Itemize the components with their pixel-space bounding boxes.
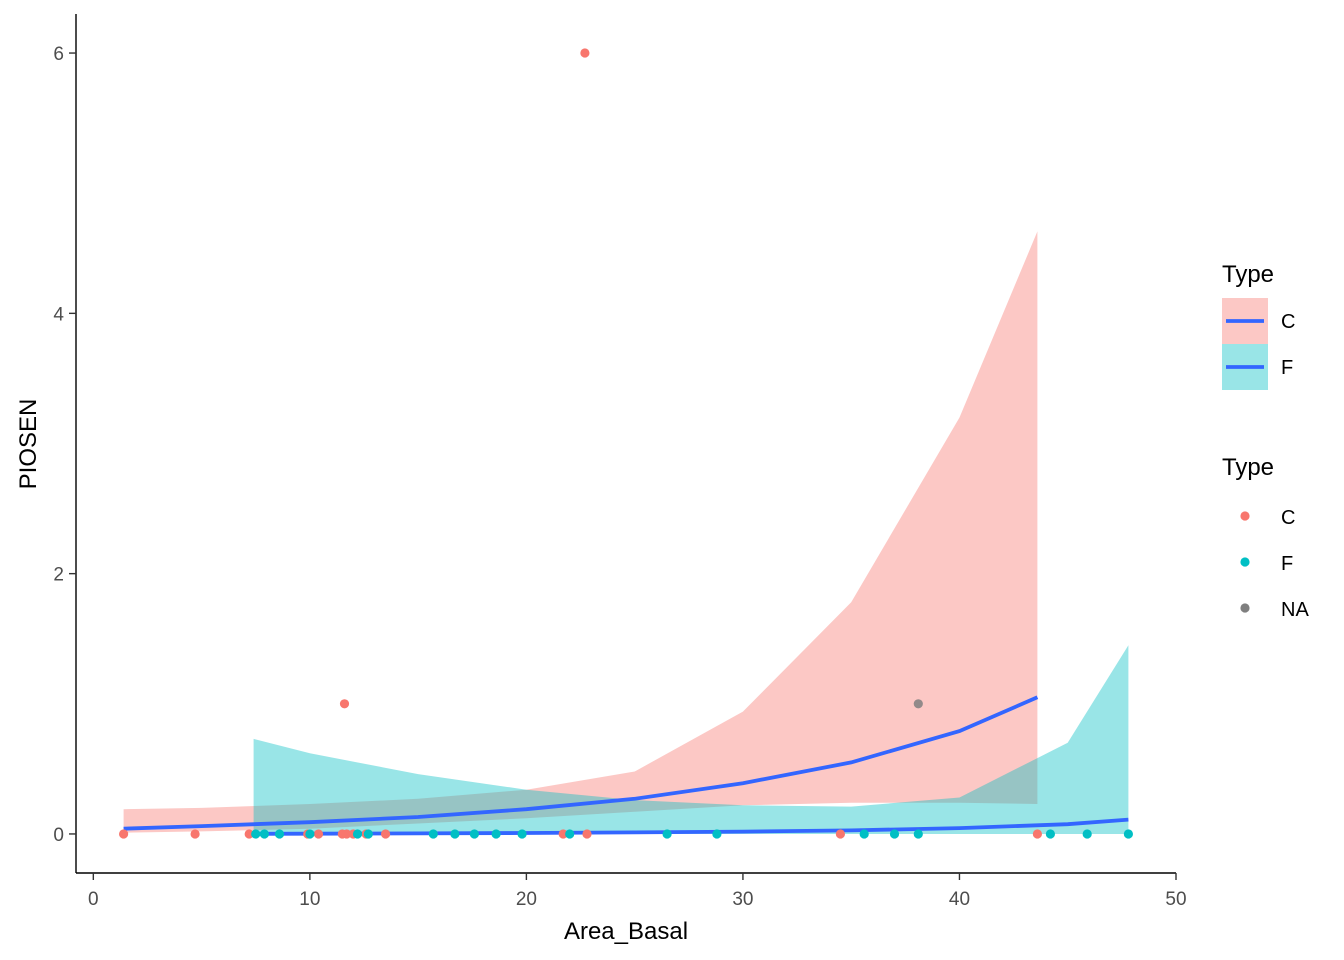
point-na: [913, 699, 923, 709]
point-f: [517, 829, 527, 839]
confidence-ribbons: [123, 231, 1129, 834]
point-c: [119, 829, 129, 839]
point-c: [558, 829, 568, 839]
legend-label: C: [1281, 507, 1295, 529]
legend-key-point-c: [1240, 511, 1250, 521]
point-c: [190, 829, 200, 839]
legend-label: NA: [1281, 599, 1309, 621]
point-c: [313, 829, 324, 839]
point-f: [428, 829, 438, 839]
point-f: [305, 829, 315, 839]
point-f: [859, 829, 869, 839]
point-c: [835, 829, 846, 839]
point-f: [469, 829, 479, 839]
x-tick-label: 40: [949, 889, 970, 910]
legend-title: Type: [1222, 454, 1274, 481]
point-c: [342, 829, 352, 839]
point-f: [363, 829, 373, 839]
point-c: [1032, 829, 1042, 839]
point-f: [1045, 829, 1055, 839]
point-f: [889, 829, 900, 839]
point-f: [1123, 829, 1133, 839]
y-tick-label: 2: [53, 565, 64, 586]
fit-line-c: [123, 695, 1039, 831]
y-ticks: 0 2 4 6: [53, 44, 76, 846]
point-f: [662, 829, 672, 839]
x-tick-label: 0: [88, 889, 99, 910]
legend-key-point-na: [1240, 603, 1250, 613]
legend-label: F: [1281, 553, 1293, 575]
point-c: [580, 48, 590, 58]
point-f: [450, 829, 460, 839]
point-c: [244, 829, 254, 839]
point-c: [339, 699, 350, 709]
ribbon-c: [123, 231, 1038, 833]
point-f: [712, 829, 722, 839]
point-f: [259, 829, 269, 839]
point-f: [352, 829, 363, 839]
x-axis-title: Area_Basal: [564, 918, 688, 945]
point-c: [381, 829, 391, 839]
x-ticks: 0 10 20 30 40 50: [88, 873, 1187, 910]
point-f: [274, 829, 285, 839]
legend-label: F: [1281, 357, 1293, 379]
x-tick-label: 20: [516, 889, 537, 910]
ribbon-f: [253, 645, 1129, 834]
point-f: [913, 829, 923, 839]
point-f: [565, 829, 575, 839]
legend-key-point-f: [1240, 557, 1250, 567]
y-tick-label: 0: [53, 825, 64, 846]
y-tick-label: 6: [53, 44, 64, 65]
x-tick-label: 30: [732, 889, 753, 910]
y-axis-title: PIOSEN: [15, 399, 42, 490]
legends: Type C F Type C F NA: [1222, 261, 1309, 621]
data-points: [119, 48, 1133, 839]
y-tick-label: 4: [53, 304, 64, 325]
point-c: [582, 829, 592, 839]
legend-title: Type: [1222, 261, 1274, 288]
point-f: [491, 829, 501, 839]
x-tick-label: 50: [1165, 889, 1186, 910]
legend-label: C: [1281, 311, 1295, 333]
point-f: [251, 829, 261, 839]
point-f: [1082, 829, 1092, 839]
x-tick-label: 10: [299, 889, 320, 910]
